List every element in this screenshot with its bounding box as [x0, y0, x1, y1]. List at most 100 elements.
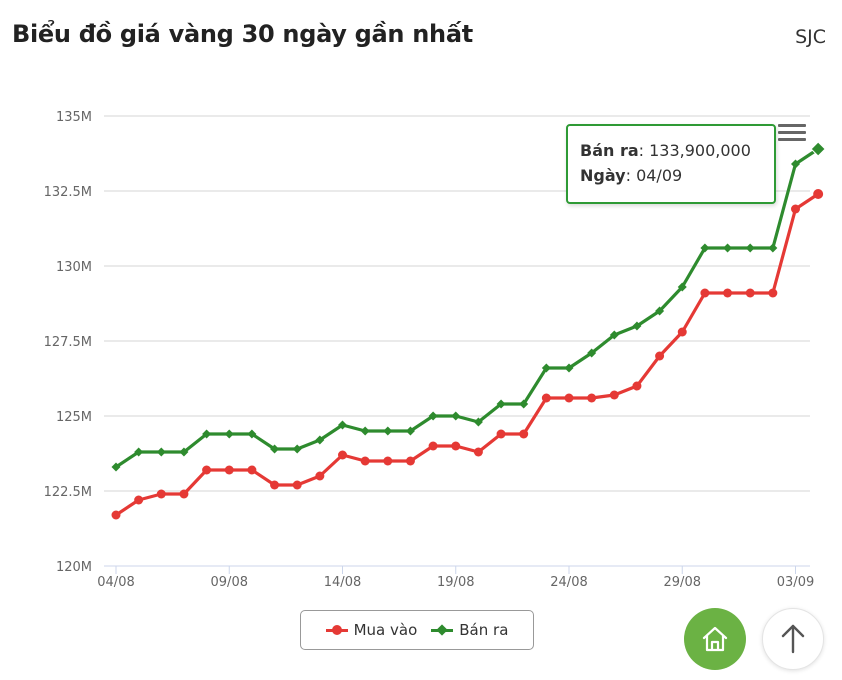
data-point — [768, 243, 778, 253]
header: Biểu đồ giá vàng 30 ngày gần nhất SJC — [0, 0, 842, 80]
data-point — [360, 456, 370, 466]
tooltip-date-label: Ngày — [580, 166, 626, 185]
data-point — [338, 450, 347, 460]
legend-sell-marker — [431, 624, 454, 636]
data-point — [632, 321, 642, 331]
data-point — [609, 390, 619, 400]
series-lines — [111, 141, 826, 520]
home-button[interactable] — [684, 608, 746, 670]
x-tick-label: 04/08 — [97, 575, 134, 590]
data-point — [270, 480, 280, 490]
data-point — [338, 420, 347, 430]
data-point — [315, 471, 325, 481]
data-point — [655, 351, 665, 361]
data-point — [428, 441, 438, 451]
data-point — [791, 159, 800, 169]
legend-item-buy[interactable]: Mua vào — [325, 621, 418, 639]
x-tick-label: 03/09 — [777, 575, 814, 590]
data-point — [315, 435, 325, 445]
data-point — [111, 462, 121, 472]
y-tick-label: 132.5M — [44, 185, 92, 200]
data-point — [428, 411, 438, 421]
data-point — [723, 288, 733, 298]
legend-item-sell[interactable]: Bán ra — [431, 621, 508, 639]
data-point — [156, 447, 166, 457]
x-tick-label: 29/08 — [664, 575, 701, 590]
data-point — [496, 399, 506, 409]
data-point — [270, 444, 280, 454]
home-icon — [702, 626, 728, 652]
data-point — [810, 141, 826, 157]
y-tick-label: 130M — [56, 260, 92, 275]
data-point — [247, 465, 257, 475]
y-tick-label: 127.5M — [44, 335, 92, 350]
series-line — [115, 192, 820, 517]
data-point — [405, 426, 415, 436]
data-point — [700, 243, 710, 253]
data-point — [156, 489, 166, 499]
data-point — [473, 417, 483, 427]
x-tick-label: 24/08 — [550, 575, 587, 590]
gold-price-chart: 120M 122.5M 125M 127.5M 130M 132.5M 135M 04/08 0… — [44, 110, 826, 590]
data-point — [224, 465, 234, 475]
x-tick-label: 14/08 — [324, 575, 361, 590]
data-point — [564, 363, 574, 373]
brand-label: SJC — [795, 26, 826, 48]
data-point — [224, 429, 234, 439]
tooltip-series-label: Bán ra — [580, 141, 639, 160]
data-point — [632, 381, 642, 391]
data-point — [745, 243, 755, 253]
data-point — [587, 348, 597, 358]
legend-buy-label: Mua vào — [353, 621, 418, 639]
legend-sell-label: Bán ra — [459, 621, 509, 639]
data-point — [745, 288, 755, 298]
data-point — [179, 489, 189, 499]
x-tick-label: 19/08 — [437, 575, 474, 590]
data-point — [383, 456, 393, 466]
data-point — [111, 510, 121, 520]
data-point — [791, 204, 800, 214]
data-point — [768, 288, 778, 298]
data-point — [813, 189, 824, 199]
data-point — [473, 447, 483, 457]
series-buy — [111, 189, 824, 520]
scroll-top-button[interactable] — [762, 608, 824, 670]
data-point — [134, 495, 144, 505]
data-point — [655, 306, 665, 316]
y-tick-label: 120M — [56, 560, 92, 575]
data-point — [677, 327, 687, 337]
data-point — [134, 447, 144, 457]
data-point — [405, 456, 415, 466]
x-tick-label: 09/08 — [211, 575, 248, 590]
data-point — [541, 363, 551, 373]
data-point — [247, 429, 257, 439]
data-point — [451, 441, 461, 451]
data-point — [609, 330, 619, 340]
series-sell — [111, 141, 826, 472]
data-point — [451, 411, 461, 421]
data-point — [564, 393, 574, 403]
tooltip-value: 133,900,000 — [649, 141, 751, 160]
chart-menu-icon[interactable] — [778, 124, 806, 146]
axes: 120M 122.5M 125M 127.5M 130M 132.5M 135M 04/08 0… — [44, 110, 815, 590]
data-point — [519, 399, 529, 409]
chart-legend: Mua vào Bán ra — [300, 610, 534, 650]
page-title: Biểu đồ giá vàng 30 ngày gần nhất — [12, 20, 473, 48]
data-point — [519, 429, 529, 439]
tooltip-date: 04/09 — [636, 166, 683, 185]
data-point — [383, 426, 393, 436]
data-point — [292, 480, 302, 490]
data-point — [360, 426, 370, 436]
chart-tooltip: Bán ra: 133,900,000 Ngày: 04/09 — [566, 124, 776, 204]
data-point — [723, 243, 733, 253]
y-tick-label: 135M — [56, 110, 92, 125]
data-point — [541, 393, 551, 403]
data-point — [179, 447, 189, 457]
data-point — [700, 288, 710, 298]
arrow-up-icon — [781, 624, 805, 654]
data-point — [587, 393, 597, 403]
data-point — [677, 282, 687, 292]
data-point — [202, 465, 212, 475]
y-tick-label: 125M — [56, 410, 92, 425]
data-point — [292, 444, 302, 454]
